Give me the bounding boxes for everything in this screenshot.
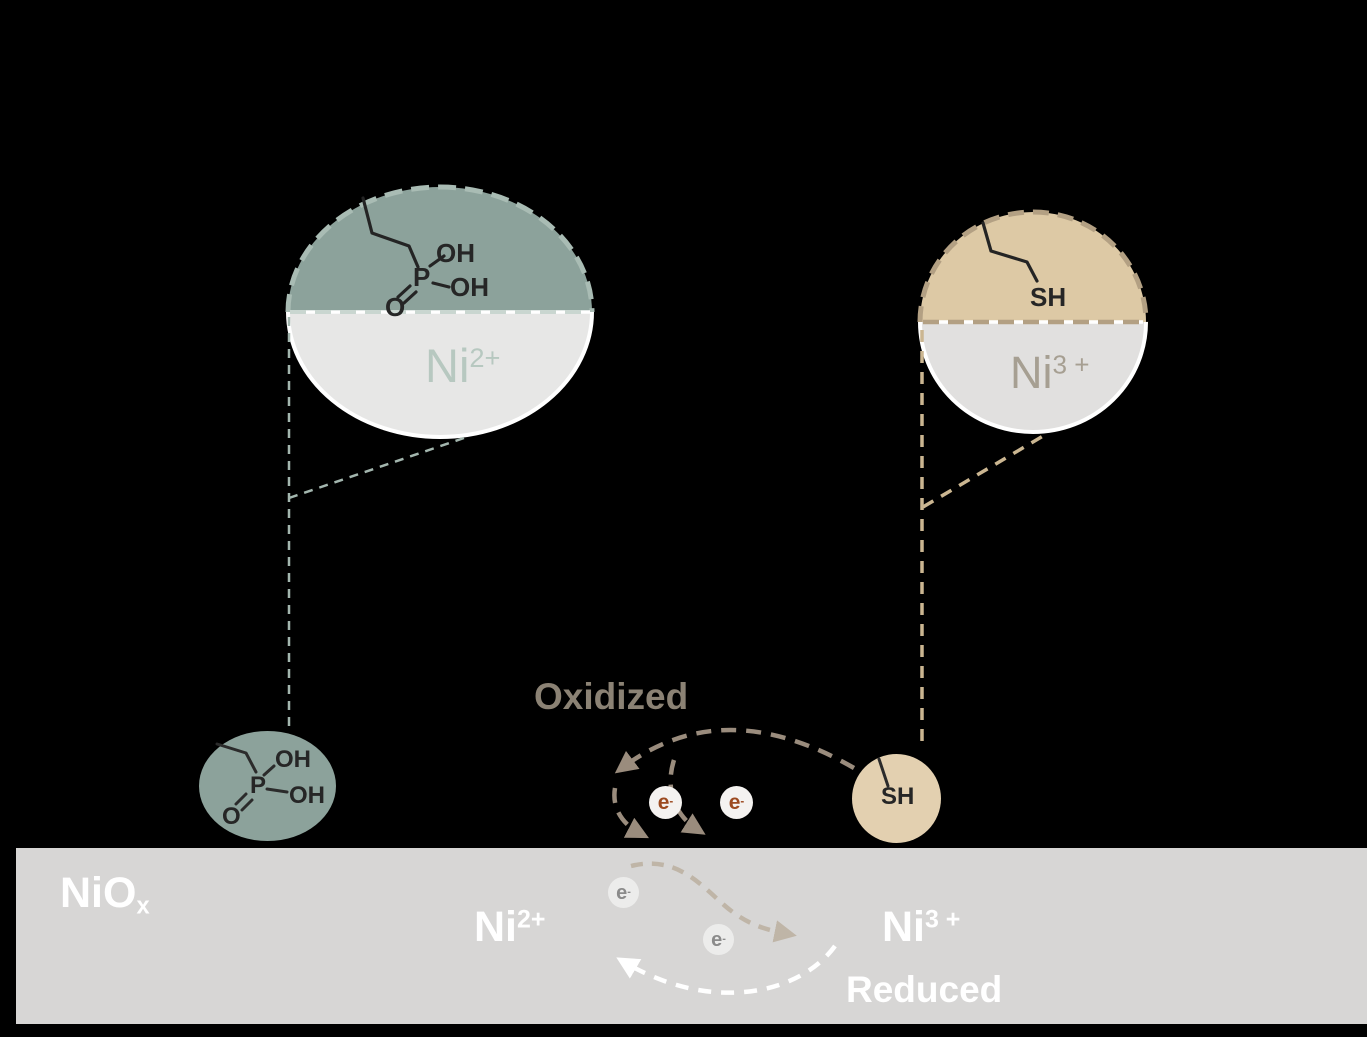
sh-label-large: SH	[1030, 282, 1067, 312]
o-label-small: O	[222, 803, 241, 830]
electron-base: e	[711, 928, 723, 951]
oh-right-label-large: OH	[450, 272, 489, 302]
o-label-large: O	[385, 292, 406, 322]
oh-top-label-small: OH	[275, 746, 311, 773]
left-connector-diagonal	[288, 436, 465, 500]
ni3-band-base: Ni	[882, 903, 925, 951]
ni2-band-base: Ni	[474, 903, 517, 951]
p-label-large: P	[413, 262, 431, 292]
p-label-small: P	[250, 772, 267, 799]
electron-base: e	[616, 881, 628, 904]
electron-sup: -	[669, 795, 674, 808]
niox-band	[16, 848, 1367, 1024]
electron-sup: -	[627, 886, 631, 898]
thiol-molecule-small	[852, 754, 941, 843]
oxidized-long-arc-arrow	[614, 727, 856, 774]
sh-label-small: SH	[881, 783, 915, 810]
ni3-ion-label-large: Ni3 +	[1010, 350, 1090, 395]
electron-base: e	[728, 791, 741, 814]
electron-sup: -	[722, 933, 726, 945]
electron-band-2: e-	[703, 924, 734, 955]
electron-top-1: e-	[649, 786, 682, 819]
electron-injection-arrow-left	[612, 787, 649, 839]
electron-band-1: e-	[608, 877, 639, 908]
electron-top-2: e-	[720, 786, 753, 819]
oh-top-label-large: OH	[436, 238, 475, 268]
left-callout-circle	[288, 187, 592, 437]
ni2-ion-label-large: Ni2+	[425, 342, 500, 389]
ni2-base: Ni	[425, 339, 470, 392]
ni3-base: Ni	[1010, 347, 1053, 398]
ni2-sup: 2+	[469, 342, 501, 374]
reduced-label: Reduced	[846, 969, 1003, 1010]
right-callout-circle	[920, 212, 1146, 432]
niox-sub: x	[136, 893, 150, 920]
ni2-band-sup: 2+	[517, 905, 546, 934]
ni3-label-band: Ni3 +	[882, 906, 960, 949]
electron-base: e	[657, 791, 670, 814]
oh-right-label-small: OH	[289, 782, 325, 809]
niox-label: NiOx	[60, 872, 150, 919]
ni2-label-band: Ni2+	[474, 906, 545, 949]
niox-base: NiO	[60, 869, 137, 917]
ni3-band-sup: 3 +	[925, 905, 961, 934]
electron-sup: -	[740, 795, 745, 808]
right-connector-diagonal	[922, 434, 1044, 509]
ni3-sup: 3 +	[1052, 349, 1090, 380]
oxidized-label: Oxidized	[534, 676, 689, 717]
